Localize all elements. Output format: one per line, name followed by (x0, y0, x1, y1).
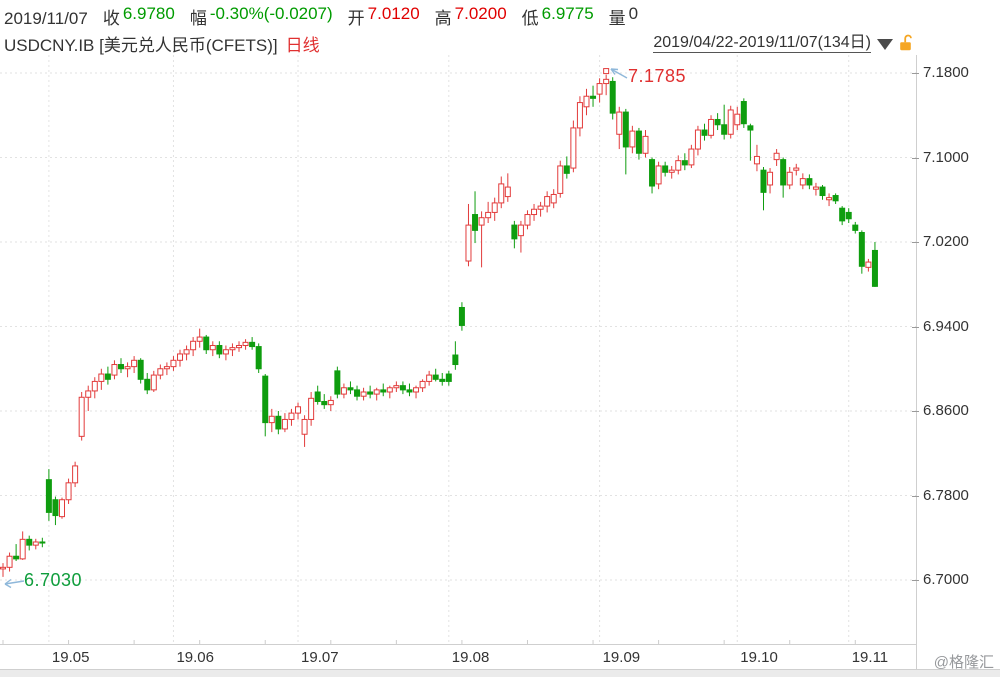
x-axis-tick-label: 19.07 (301, 649, 339, 666)
annotation-high: 7.1785 (628, 66, 687, 86)
y-axis-tick (912, 242, 919, 243)
quote-field: 幅 -0.30%(-0.0207) (189, 4, 333, 28)
x-axis-tick-label: 19.05 (51, 649, 90, 666)
y-axis-line (916, 55, 917, 669)
candlestick-chart[interactable] (0, 55, 916, 645)
x-axis-tick-label: 19.11 (851, 649, 889, 666)
y-axis-tick (912, 157, 919, 159)
x-axis-tick-label: 19.10 (740, 649, 778, 666)
quote-field: 收 6.9780 (102, 4, 175, 28)
y-axis-tick (912, 495, 919, 497)
instrument-symbol-name: USDCNY.IB [美元兑人民币(CFETS)] (4, 31, 278, 56)
unlock-icon[interactable] (899, 34, 914, 52)
instrument-header: USDCNY.IB [美元兑人民币(CFETS)] 日线 (4, 31, 320, 56)
x-axis-tick-label: 19.06 (176, 649, 214, 666)
y-axis-tick-label: 7.1000 (923, 148, 969, 166)
instrument-name: [美元兑人民币(CFETS)] (99, 36, 278, 55)
symbol: USDCNY.IB (4, 36, 95, 55)
y-axis-tick-label: 6.9400 (923, 317, 969, 335)
y-axis-tick (912, 326, 919, 328)
y-axis-tick (912, 73, 919, 74)
quote-field: 开 7.0120 (347, 4, 420, 28)
bottom-border (0, 669, 1000, 670)
quote-fields: 收 6.9780 幅 -0.30%(-0.0207) 开 7.0120 高 7.0200 低 6.… (103, 4, 638, 29)
x-axis-line (0, 644, 916, 645)
quote-field: 低 6.9775 (521, 4, 594, 28)
triangle-down-icon[interactable] (877, 38, 893, 50)
x-axis-tick-label: 19.08 (451, 649, 490, 666)
y-axis-tick-label: 7.1800 (923, 64, 969, 81)
y-axis-tick-label: 6.7000 (923, 571, 969, 588)
y-axis-tick-label: 6.7800 (923, 486, 969, 504)
y-axis-tick-label: 7.0200 (923, 233, 969, 250)
date-range-text[interactable]: 2019/04/22-2019/11/07(134日) (653, 34, 871, 53)
x-axis-tick-label: 19.09 (602, 649, 641, 666)
range-selector[interactable]: 2019/04/22-2019/11/07(134日) (653, 33, 914, 53)
bottom-strip (0, 670, 1000, 677)
period-label: 日线 (285, 36, 320, 55)
quote-field: 高 7.0200 (434, 4, 507, 28)
quote-date: 2019/11/07 (4, 9, 88, 28)
y-axis-tick-label: 6.8600 (923, 402, 969, 419)
y-axis-tick (912, 580, 919, 581)
y-axis-tick (912, 411, 919, 412)
quote-header: 2019/11/07 收 6.9780 幅 -0.30%(-0.0207) 开 7.012… (4, 4, 638, 29)
annotation-low: 6.7030 (24, 570, 83, 590)
watermark-gelonghui: @格隆汇 (933, 654, 994, 671)
